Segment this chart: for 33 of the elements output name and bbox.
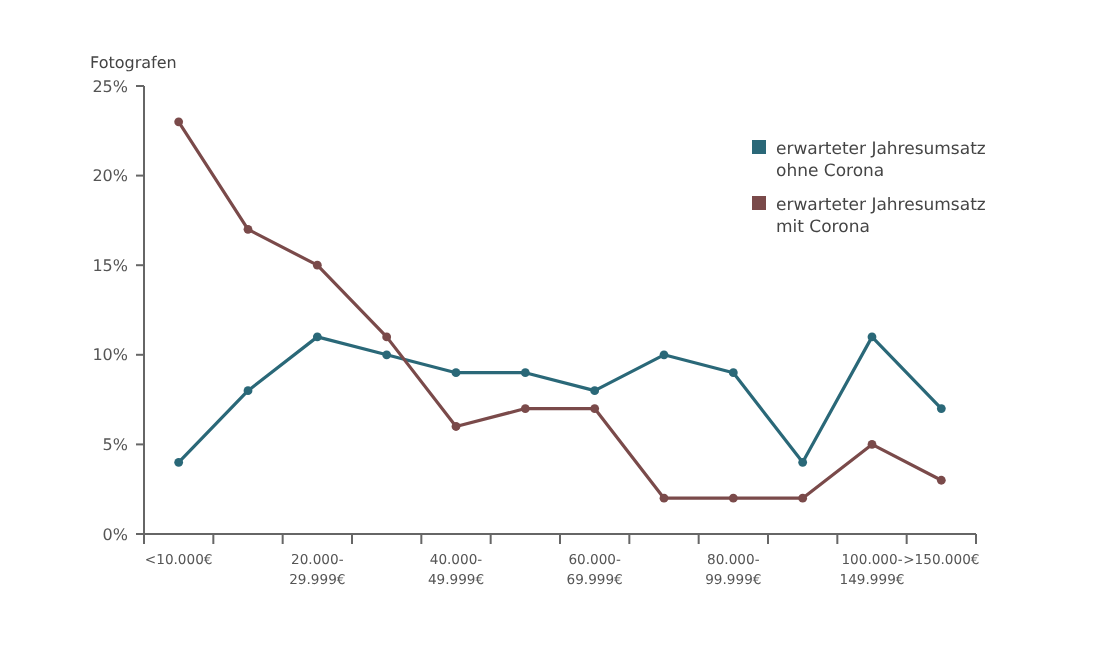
point <box>382 350 392 360</box>
point <box>659 493 669 503</box>
point <box>798 493 808 503</box>
point <box>728 493 738 503</box>
point <box>798 457 808 467</box>
legend-label: erwarteter Jahresumsatz mit Corona <box>776 196 987 238</box>
y-tick-label: 15% <box>92 256 129 275</box>
point <box>451 368 461 378</box>
y-tick-label: 5% <box>102 436 129 454</box>
y-tick-label: 25% <box>92 77 129 96</box>
point <box>590 404 600 413</box>
point <box>174 117 184 127</box>
y-tick-label: 10% <box>92 346 129 365</box>
point <box>382 332 392 342</box>
point <box>659 350 669 360</box>
point <box>174 457 184 467</box>
point <box>936 475 946 485</box>
y-tick-label: 0% <box>102 525 129 544</box>
point <box>867 440 877 449</box>
y-tick-label: 20% <box>92 167 129 186</box>
point <box>243 386 253 396</box>
legend-label: erwarteter Jahresumsatz ohne Corona <box>776 140 987 182</box>
point <box>728 368 738 378</box>
point <box>590 386 600 396</box>
point <box>867 332 877 342</box>
point <box>243 224 253 234</box>
point <box>451 422 461 431</box>
point <box>936 404 946 413</box>
point <box>312 260 322 270</box>
point <box>312 332 322 342</box>
y-axis-title: Fotografen <box>90 54 177 72</box>
point <box>520 404 530 413</box>
point <box>520 368 530 378</box>
